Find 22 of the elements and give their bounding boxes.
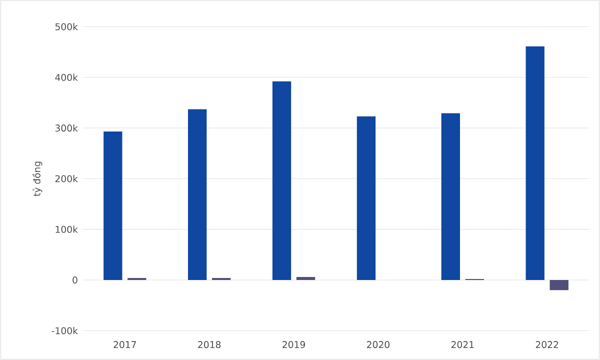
bar bbox=[272, 81, 292, 280]
bar bbox=[296, 276, 316, 280]
bar bbox=[441, 113, 460, 280]
bar bbox=[550, 280, 568, 290]
y-tick-label: 400k bbox=[55, 74, 78, 81]
x-tick-label: 2020 bbox=[367, 341, 390, 348]
x-tick-label: 2019 bbox=[282, 341, 305, 348]
y-tick-label: -100k bbox=[52, 327, 78, 334]
bar bbox=[104, 132, 122, 280]
bar bbox=[188, 109, 207, 280]
y-tick-label: 0 bbox=[72, 276, 78, 284]
y-tick-label: 500k bbox=[55, 23, 78, 30]
y-tick-label: 200k bbox=[55, 175, 78, 182]
x-tick-label: 2022 bbox=[536, 341, 558, 348]
x-tick-label: 2021 bbox=[451, 341, 474, 348]
y-tick-label: 300k bbox=[55, 124, 78, 132]
y-axis-title: tỷ đồng bbox=[32, 162, 42, 196]
x-tick-label: 2017 bbox=[114, 341, 136, 348]
bar bbox=[526, 46, 544, 280]
y-tick-label: 100k bbox=[56, 226, 78, 233]
x-tick-label: 2018 bbox=[198, 341, 221, 348]
bar bbox=[356, 116, 376, 280]
